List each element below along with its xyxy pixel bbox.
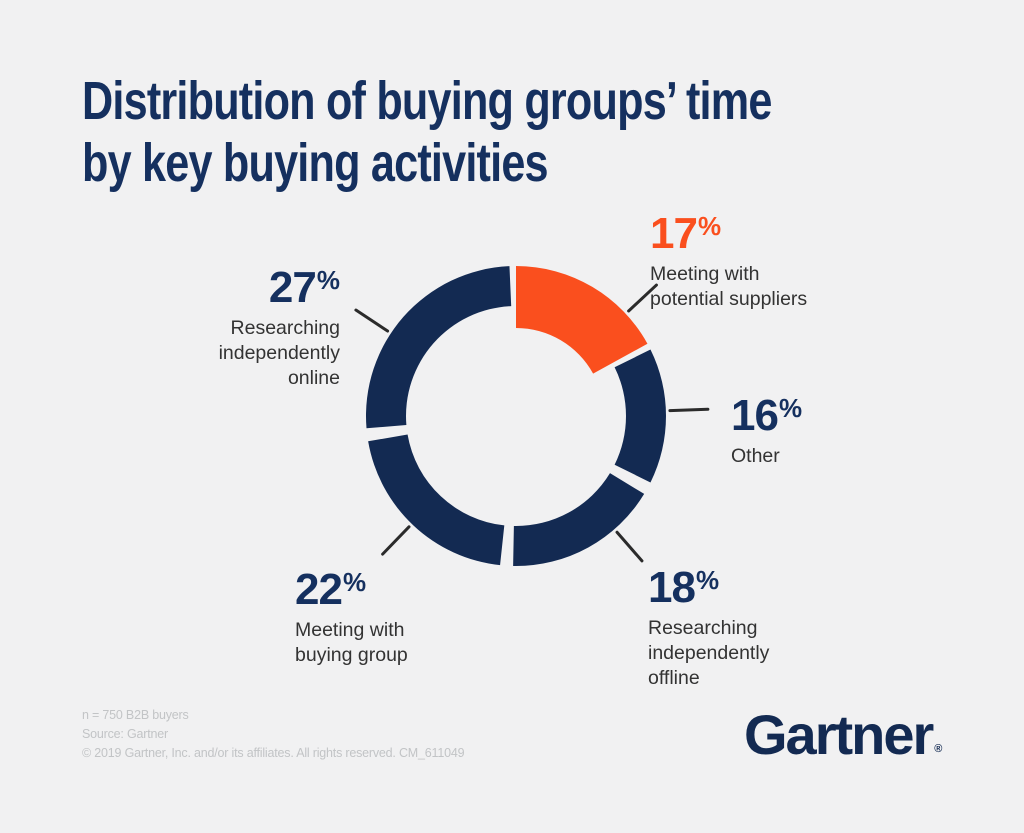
callout-other: 16% Other [731,384,802,469]
footnote-sample: n = 750 B2B buyers [82,708,189,722]
footnote-source: Source: Gartner [82,727,168,741]
callout-label: Other [731,445,780,467]
footnote-copyright: © 2019 Gartner, Inc. and/or its affiliat… [82,746,465,760]
percent-sign: % [695,565,720,595]
callout-meeting-buying-group: 22% Meeting with buying group [295,558,408,668]
donut-segment-4: Researching independently online: 27% [365,266,512,429]
callout-label: Meeting with potential suppliers [650,263,808,310]
leader-line-2 [615,530,644,563]
page-title: Distribution of buying groups’ time by k… [82,71,772,193]
registered-mark: ® [934,743,943,755]
leader-line-1 [668,407,710,413]
callout-label: Researching independently online [218,317,340,389]
donut-segment-1: Other: 16% [614,349,666,483]
callout-label: Researching independently offline [648,617,770,689]
callout-value: 17% [650,209,722,258]
donut-segment-0: Meeting with potential suppliers: 17% [516,266,648,374]
callout-researching-offline: 18% Researching independently offline [648,556,769,691]
donut-segment-3: Meeting with buying group: 22% [368,434,505,566]
callout-value: 22% [295,565,367,614]
percent-sign: % [778,393,803,423]
percent-sign: % [316,265,340,295]
callout-meeting-potential-suppliers: 17% Meeting with potential suppliers [650,202,807,312]
callout-value: 16% [731,391,803,440]
donut-segment-2: Researching independently offline: 18% [513,473,645,566]
callout-value: 18% [648,563,720,612]
percent-sign: % [342,567,367,597]
callout-value: 27% [268,263,340,312]
leader-line-4 [354,308,390,333]
leader-line-0 [627,283,658,313]
callout-label: Meeting with buying group [295,619,408,666]
gartner-logo: Gartner ® [744,703,943,766]
percent-sign: % [697,211,722,241]
callout-researching-online: 27% Researching independently online [140,256,340,391]
leader-line-3 [381,525,411,556]
footnote-block: n = 750 B2B buyers Source: Gartner © 201… [82,706,465,763]
